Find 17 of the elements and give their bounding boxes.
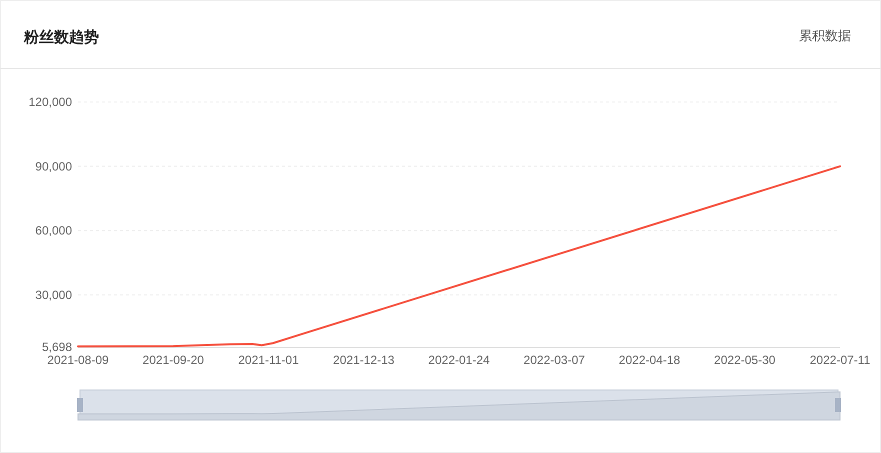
y-tick-label: 120,000 <box>28 95 72 109</box>
x-tick-label: 2021-12-13 <box>333 353 395 367</box>
x-tick-label: 2022-07-11 <box>810 353 871 367</box>
y-tick-label: 60,000 <box>35 224 72 238</box>
x-tick-label: 2022-01-24 <box>428 353 490 367</box>
text: 累积数据 <box>799 28 851 43</box>
x-tick-label: 2022-04-18 <box>618 353 681 367</box>
x-tick-label: 2021-11-01 <box>238 353 300 367</box>
y-tick-label: 5,698 <box>42 340 72 354</box>
x-tick-label: 2021-08-09 <box>47 353 110 367</box>
y-tick-label: 90,000 <box>35 159 72 174</box>
x-tick-label: 2022-05-30 <box>714 353 776 367</box>
chart-title: 粉丝数趋势 <box>23 29 99 46</box>
line-series <box>77 165 841 348</box>
x-tick-label: 2021-09-20 <box>142 353 204 367</box>
y-tick-label: 30,000 <box>35 288 72 302</box>
x-tick-label: 2022-03-07 <box>524 353 586 367</box>
